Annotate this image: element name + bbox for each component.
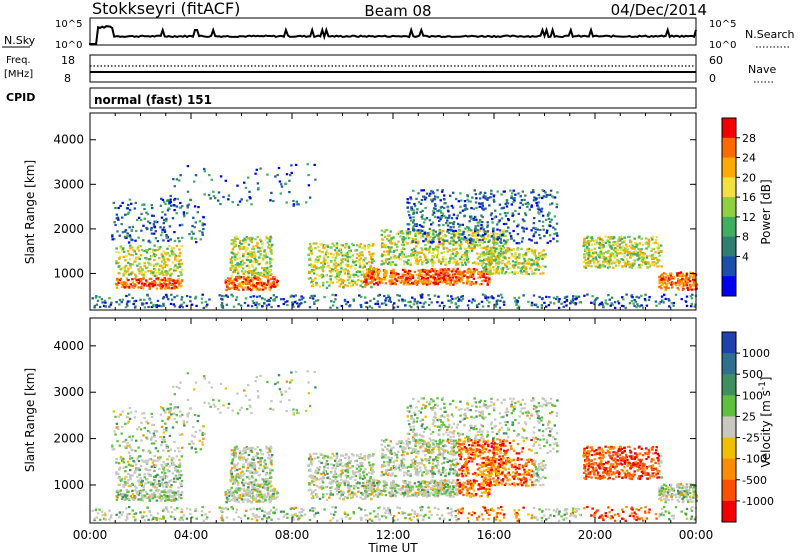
nsky-panel: N.Sky 10^5 10^0 10^5 10^0 N.Search [2,17,795,51]
power-panel: 1000 2000 3000 4000 Slant Range [km] 28 24 20… [23,112,773,311]
velocity-colorbar-swatch [722,395,736,417]
nsky-trace [89,25,697,45]
velocity-colorbar-tick-label: 100 [742,389,763,402]
cpid-label: CPID [6,91,35,104]
velocity-colorbar-tick-label: 500 [742,368,763,381]
nsearch-label: N.Search [745,28,795,41]
power-colorbar-tick-label: 4 [742,250,749,263]
velocity-colorbar-tick-label: 1000 [742,347,770,360]
y-tick-label: 2000 [53,222,84,236]
x-tick-label: 16:00 [477,528,512,542]
velocity-colorbar-label: Velocity [m s-1] [758,377,773,468]
velocity-colorbar-label-exp: -1 [758,381,768,390]
x-tick-label: 08:00 [275,528,310,542]
y-tick-label: 1000 [53,266,84,280]
power-heatmap [91,163,699,309]
freq-panel: Freq. [MHz] 18 8 60 0 Nave [4,54,776,85]
nsky-tick-top: 10^5 [55,19,82,30]
velocity-colorbar-swatch [722,332,736,354]
nsearch-tick-top: 10^5 [709,19,736,30]
power-colorbar-swatch [722,216,736,238]
station-title: Stokkseyri (fitACF) [92,0,240,18]
power-colorbar-swatch [722,236,736,257]
date-title: 04/Dec/2014 [611,1,707,19]
velocity-colorbar-swatch [722,479,736,502]
y-tick-label: 3000 [53,177,84,191]
nsky-label: N.Sky [4,34,36,47]
freq-tick-8: 8 [64,72,71,85]
x-tick-label: 00:00 [679,528,714,542]
y-tick-label: 3000 [53,385,84,399]
freq-unit: [MHz] [4,69,33,80]
freq-label: Freq. [6,55,31,66]
velocity-colorbar-swatch [722,437,736,460]
cpid-panel: CPID normal (fast) 151 [6,87,697,109]
power-colorbar-swatch [722,276,736,297]
power-colorbar: 28 24 20 16 12 8 4 [721,117,756,297]
velocity-ylabel: Slant Range [km] [23,368,37,472]
power-colorbar-swatch [722,137,736,159]
x-axis-label: Time UT [367,541,418,554]
power-colorbar-tick-label: 24 [742,152,756,165]
velocity-colorbar-tick-label: -100 [742,453,767,466]
x-tick-label: 04:00 [174,528,209,542]
velocity-colorbar-swatch [722,416,736,439]
y-tick-label: 4000 [53,339,84,353]
cpid-value: normal (fast) 151 [94,93,212,107]
power-colorbar-swatch [722,157,736,178]
beam-title: Beam 08 [364,2,431,20]
velocity-colorbar-tick-label: -500 [742,474,767,487]
power-colorbar-swatch [722,256,736,277]
velocity-colorbar: 1000 500 100 25 -25 -100 -500 -1000 [721,331,774,523]
power-colorbar-tick-label: 12 [742,211,756,224]
velocity-colorbar-swatch [722,500,736,523]
power-colorbar-swatch [722,177,736,198]
velocity-colorbar-swatch [722,458,736,481]
velocity-colorbar-tick-label: 25 [742,410,756,423]
power-colorbar-tick-label: 28 [742,132,756,145]
velocity-colorbar-label-text: Velocity [m s [759,390,773,467]
velocity-panel: 1000 2000 3000 4000 Slant Range [km] 1000 50… [23,317,774,524]
nsky-tick-bottom: 10^0 [55,40,82,51]
y-tick-label: 4000 [53,133,84,147]
velocity-colorbar-label-close: ] [759,377,773,382]
power-ylabel: Slant Range [km] [23,160,37,264]
nave-tick-60: 60 [709,54,723,67]
power-colorbar-swatch [722,118,736,139]
x-tick-label: 12:00 [376,528,411,542]
nsearch-tick-bottom: 10^0 [709,40,736,51]
y-tick-label: 2000 [53,432,84,446]
nave-tick-0: 0 [709,72,716,85]
power-colorbar-tick-label: 20 [742,171,756,184]
power-colorbar-tick-label: 16 [742,191,756,204]
x-tick-label: 20:00 [578,528,613,542]
power-colorbar-label: Power [dB] [759,179,773,244]
velocity-colorbar-swatch [722,353,736,375]
power-colorbar-tick-label: 8 [742,231,749,244]
velocity-colorbar-tick-label: -25 [742,432,760,445]
power-colorbar-swatch [722,197,736,218]
velocity-colorbar-swatch [722,374,736,396]
nave-label: Nave [748,63,776,76]
y-tick-label: 1000 [53,478,84,492]
velocity-colorbar-tick-label: -1000 [742,495,774,508]
x-tick-label: 00:00 [73,528,108,542]
velocity-heatmap [91,370,699,522]
freq-tick-18: 18 [61,54,75,67]
